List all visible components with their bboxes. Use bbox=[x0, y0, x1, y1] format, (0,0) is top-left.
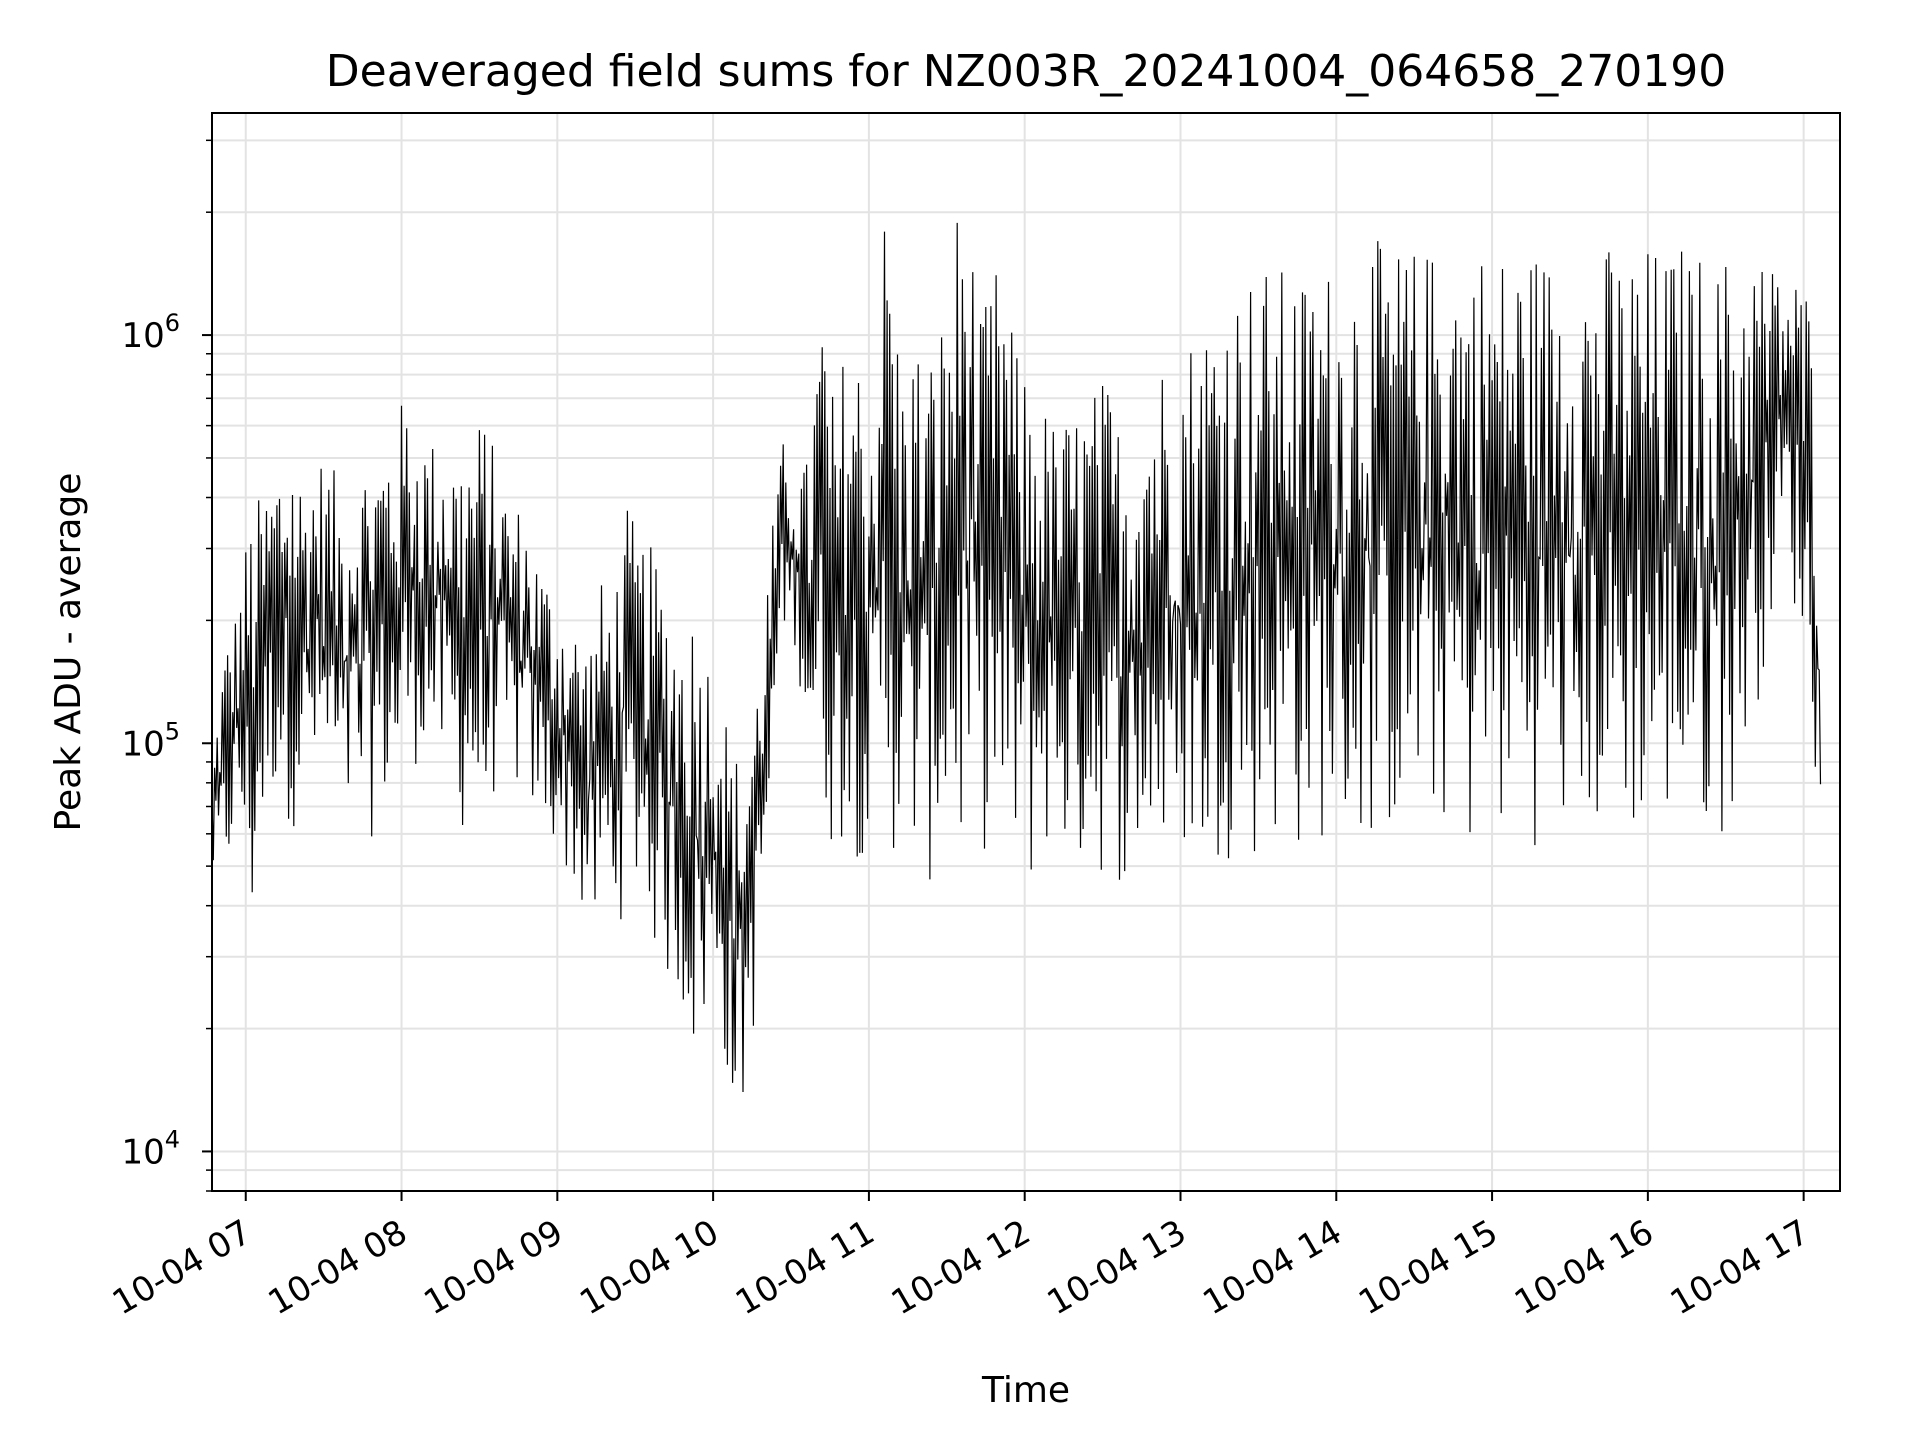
y-axis-label: Peak ADU - average bbox=[48, 473, 89, 832]
y-axis: 104 105 106 bbox=[121, 139, 212, 1192]
x-axis-label: Time bbox=[981, 1370, 1070, 1411]
plot-frame bbox=[211, 112, 1841, 1192]
chart-title: Deaveraged field sums for NZ003R_2024100… bbox=[326, 46, 1726, 97]
grid bbox=[212, 113, 1840, 1192]
y-tick-label: 104 bbox=[121, 1125, 180, 1172]
y-tick-label: 106 bbox=[121, 309, 180, 356]
y-tick-label: 105 bbox=[121, 717, 180, 764]
series-line bbox=[211, 222, 1822, 1093]
